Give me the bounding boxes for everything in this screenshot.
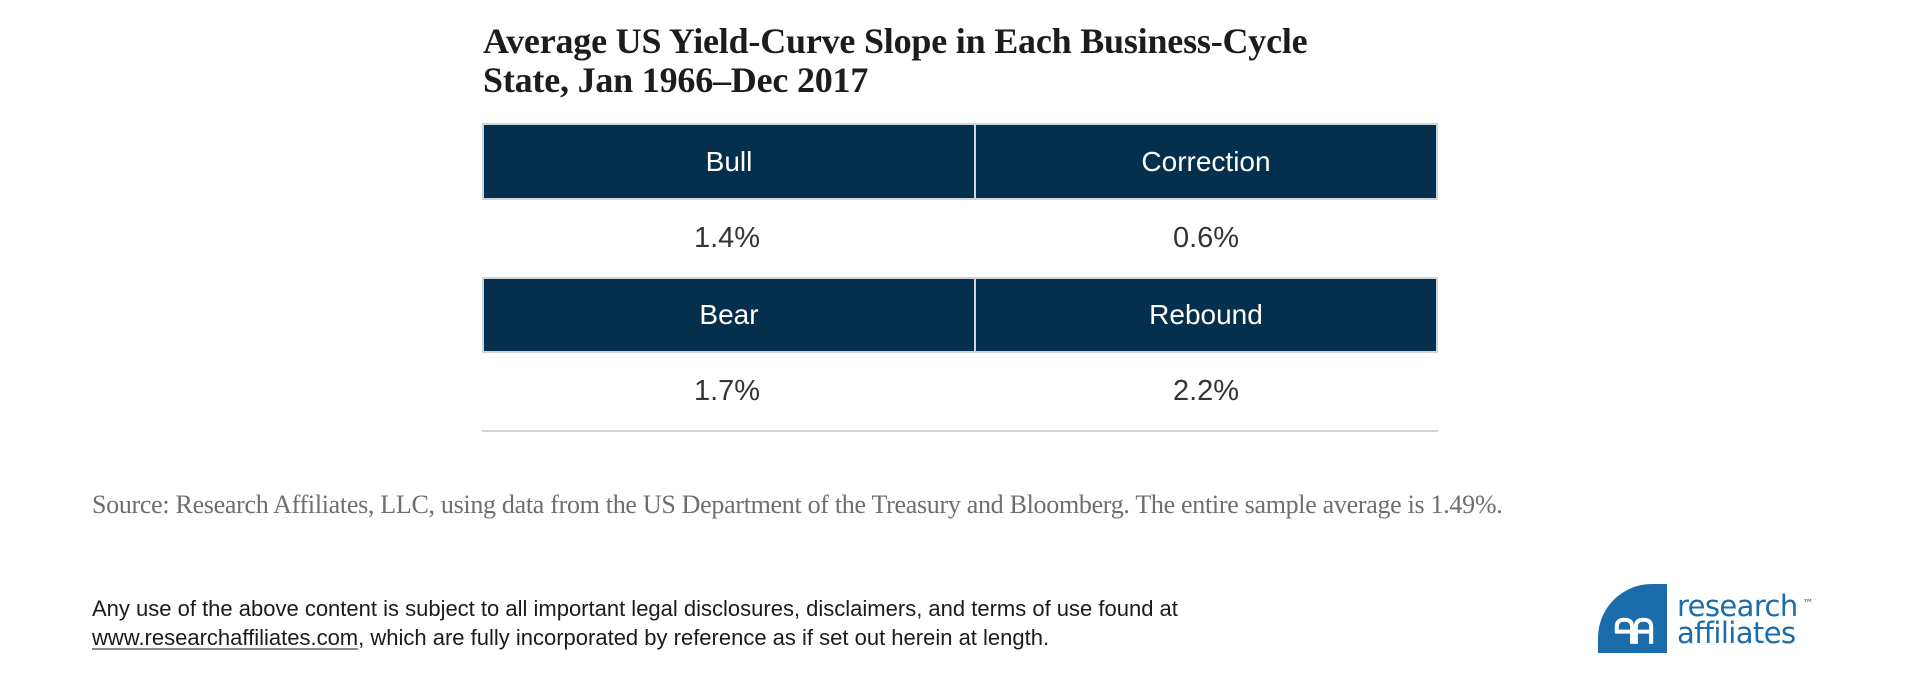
- value-cell-rebound: 2.2%: [974, 353, 1438, 430]
- legal-text-before-link: Any use of the above content is subject …: [92, 596, 1178, 621]
- ra-monogram-icon: [1598, 584, 1667, 653]
- title-line-1: Average US Yield-Curve Slope in Each Bus…: [483, 21, 1308, 61]
- yield-curve-slope-table: Bull Correction 1.4% 0.6% Bear Rebound: [482, 123, 1438, 432]
- page-title: Average US Yield-Curve Slope in Each Bus…: [483, 22, 1473, 100]
- header-label: Rebound: [1149, 299, 1263, 330]
- title-line-2: State, Jan 1966–Dec 2017: [483, 60, 869, 100]
- trademark-symbol: ™: [1802, 597, 1814, 610]
- value-cell-bull: 1.4%: [482, 200, 972, 277]
- header-cell-correction: Correction: [976, 125, 1436, 198]
- header-cell-rebound: Rebound: [976, 279, 1436, 351]
- value-text: 1.7%: [693, 375, 761, 407]
- value-text: 1.4%: [693, 222, 761, 254]
- value-text: 0.6%: [1172, 222, 1240, 254]
- value-cell-bear: 1.7%: [482, 353, 972, 430]
- table-value-row-top: 1.4% 0.6%: [482, 200, 1438, 277]
- header-label: Bull: [705, 145, 753, 177]
- legal-text-after-link: , which are fully incorporated by refere…: [358, 625, 1050, 650]
- header-cell-bull: Bull: [484, 125, 974, 198]
- logo-wordmark: research affiliates ™: [1677, 589, 1814, 650]
- research-affiliates-logo: research affiliates ™: [1598, 584, 1814, 653]
- header-label: Correction: [1141, 145, 1271, 177]
- table-header-row-bottom: Bear Rebound: [482, 277, 1438, 353]
- table-value-row-bottom: 1.7% 2.2%: [482, 353, 1438, 430]
- researchaffiliates-link[interactable]: www.researchaffiliates.com: [92, 625, 359, 650]
- logo-word-research: research: [1677, 589, 1798, 623]
- table-header-row-top: Bull Correction: [482, 123, 1438, 200]
- value-cell-correction: 0.6%: [974, 200, 1438, 277]
- source-note: Source: Research Affiliates, LLC, using …: [92, 490, 1503, 519]
- logo-word-affiliates: affiliates: [1677, 616, 1796, 650]
- header-label: Bear: [699, 299, 759, 330]
- value-text: 2.2%: [1172, 375, 1240, 407]
- header-cell-bear: Bear: [484, 279, 974, 351]
- legal-disclaimer: Any use of the above content is subject …: [92, 594, 1322, 652]
